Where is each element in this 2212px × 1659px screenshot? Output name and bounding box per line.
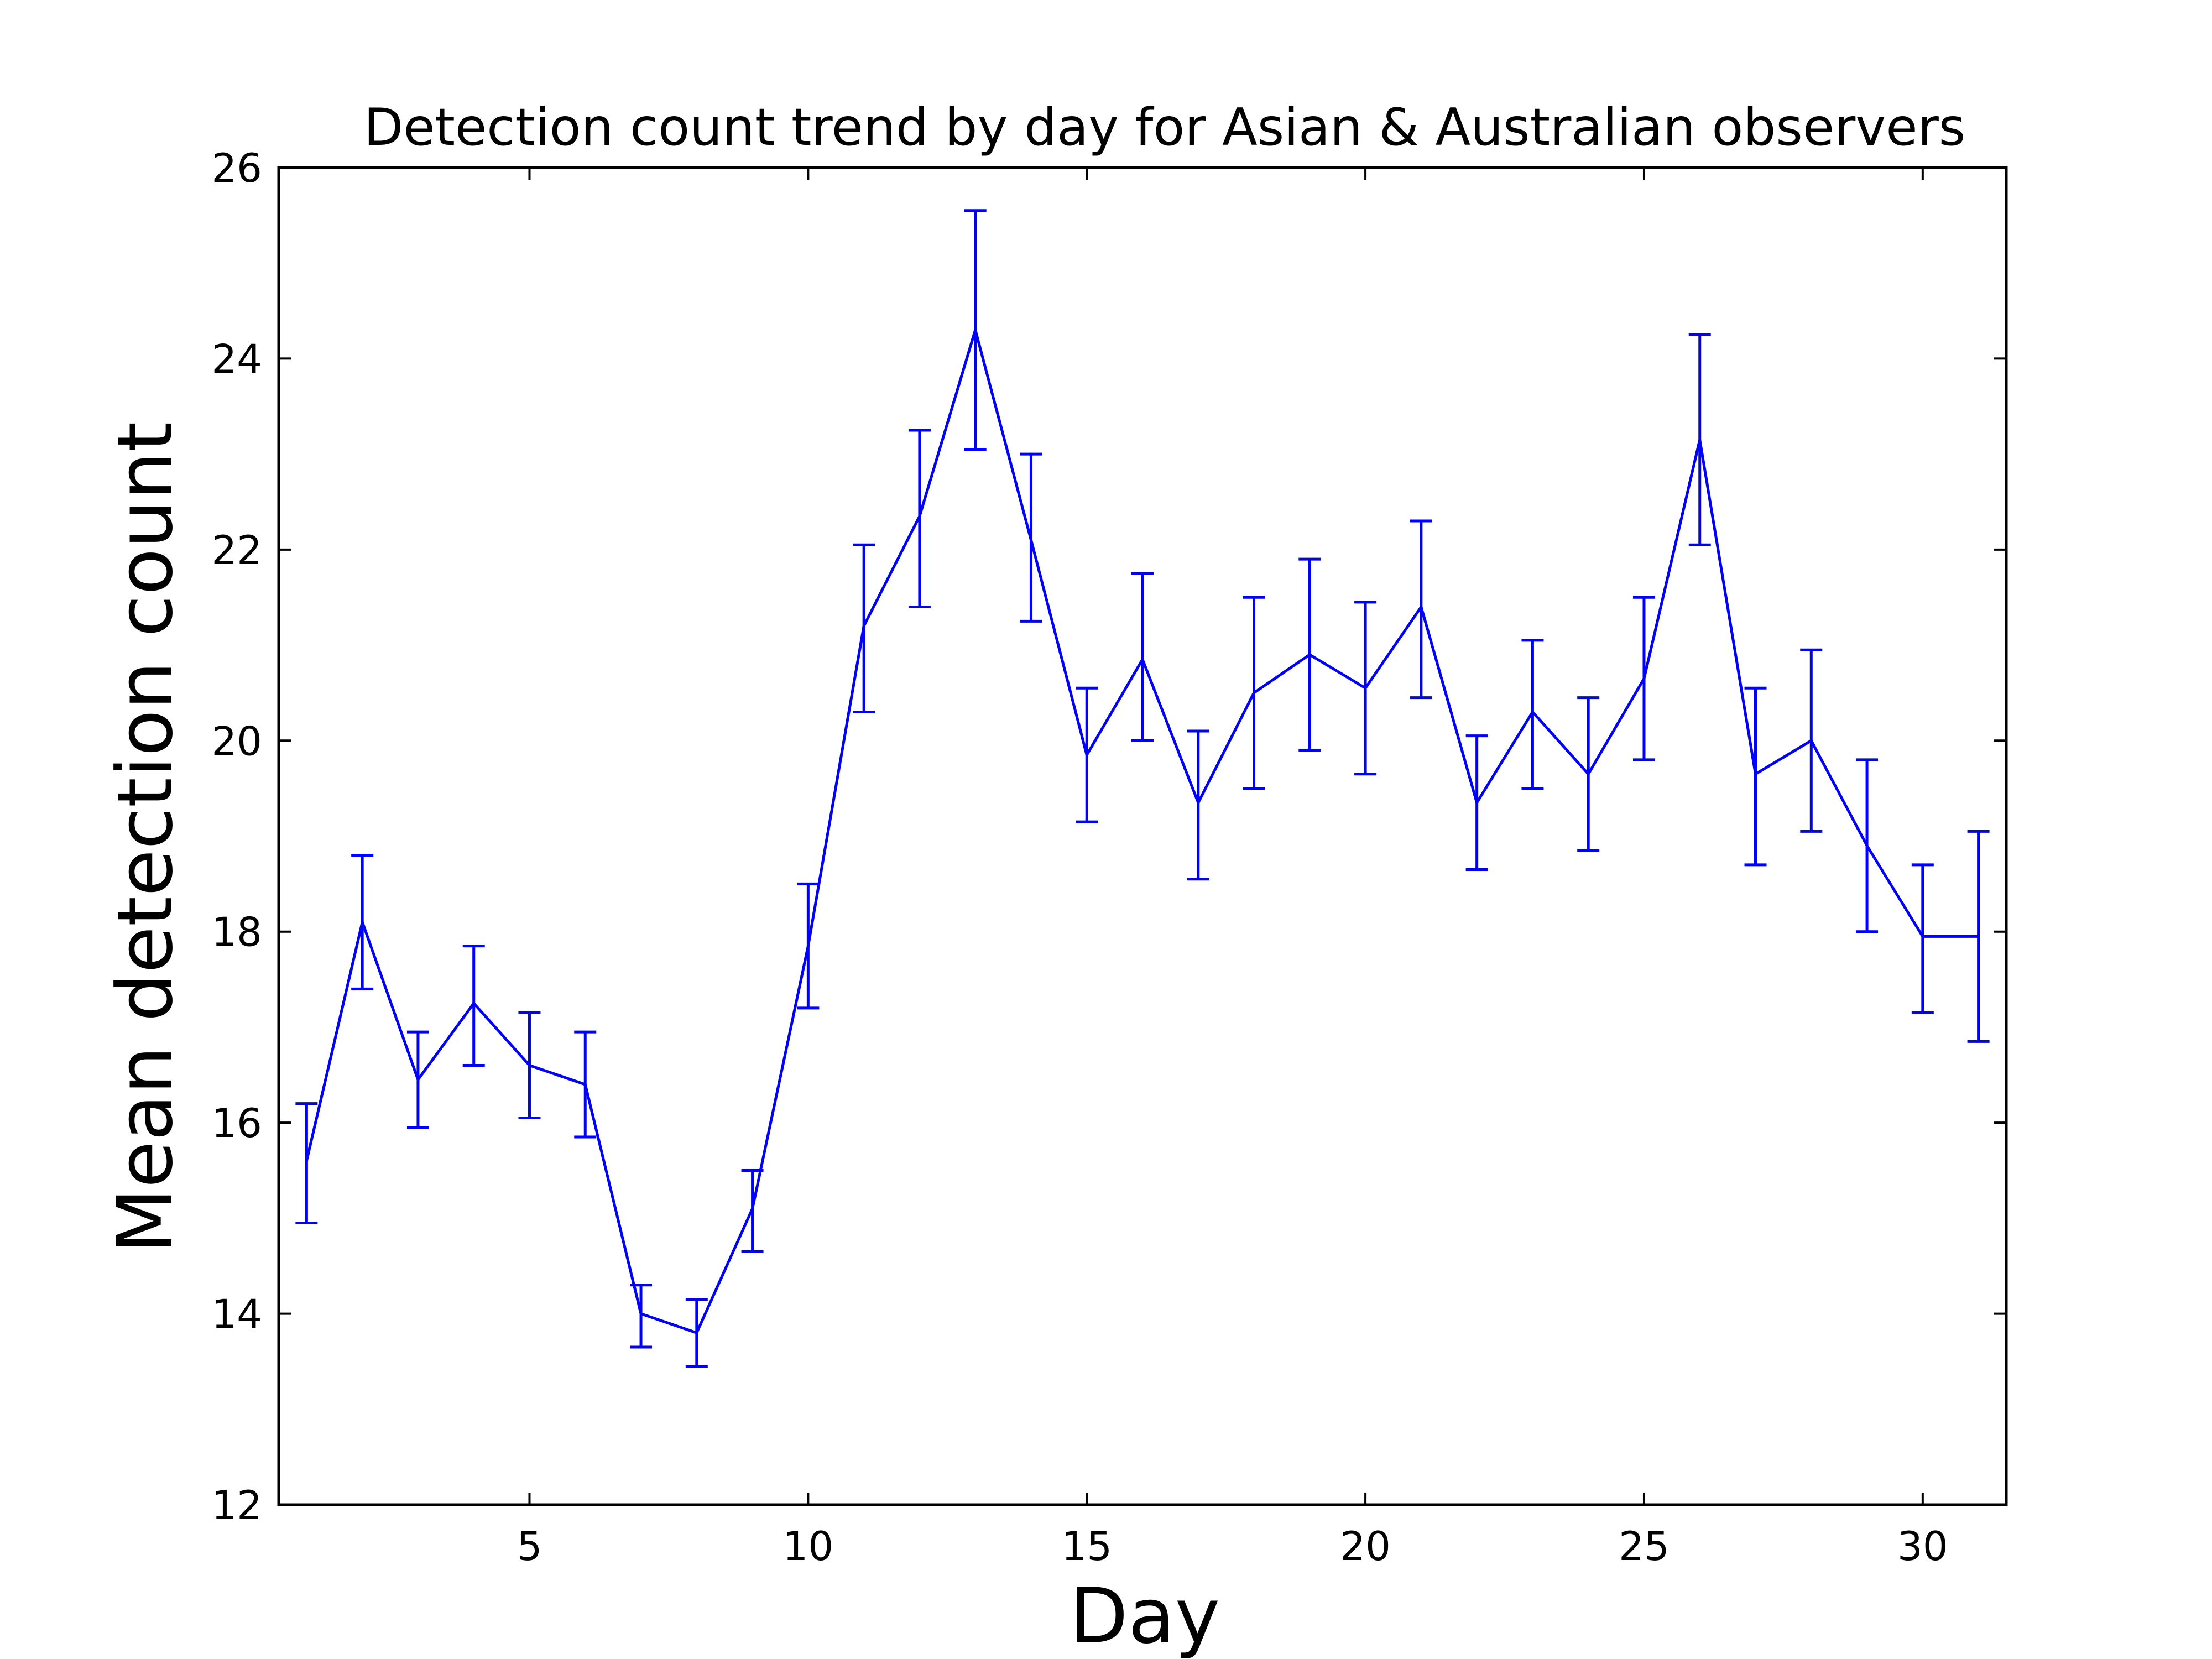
x-tick-label: 20: [1340, 1523, 1391, 1569]
y-tick-label: 12: [211, 1482, 262, 1528]
chart-title: Detection count trend by day for Asian &…: [364, 97, 1966, 157]
x-tick-label: 10: [783, 1523, 834, 1569]
y-tick-label: 22: [211, 527, 262, 573]
y-tick-label: 18: [211, 909, 262, 956]
x-tick-label: 15: [1061, 1523, 1112, 1569]
y-tick-label: 16: [211, 1100, 262, 1146]
y-tick-label: 26: [211, 145, 262, 191]
x-axis-label: Day: [1070, 1572, 1220, 1659]
y-tick-label: 24: [211, 336, 262, 382]
x-tick-label: 5: [517, 1523, 542, 1569]
x-tick-label: 25: [1619, 1523, 1670, 1569]
x-tick-label: 30: [1897, 1523, 1948, 1569]
plot-frame: [277, 166, 2008, 1506]
plot-area: 5 10 15 20 25 30 12 14 16 18 20 22 24 26: [211, 145, 2008, 1569]
y-tick-label: 14: [211, 1291, 262, 1338]
y-tick-label: 20: [211, 718, 262, 764]
y-axis-label: Mean detection count: [101, 422, 190, 1254]
